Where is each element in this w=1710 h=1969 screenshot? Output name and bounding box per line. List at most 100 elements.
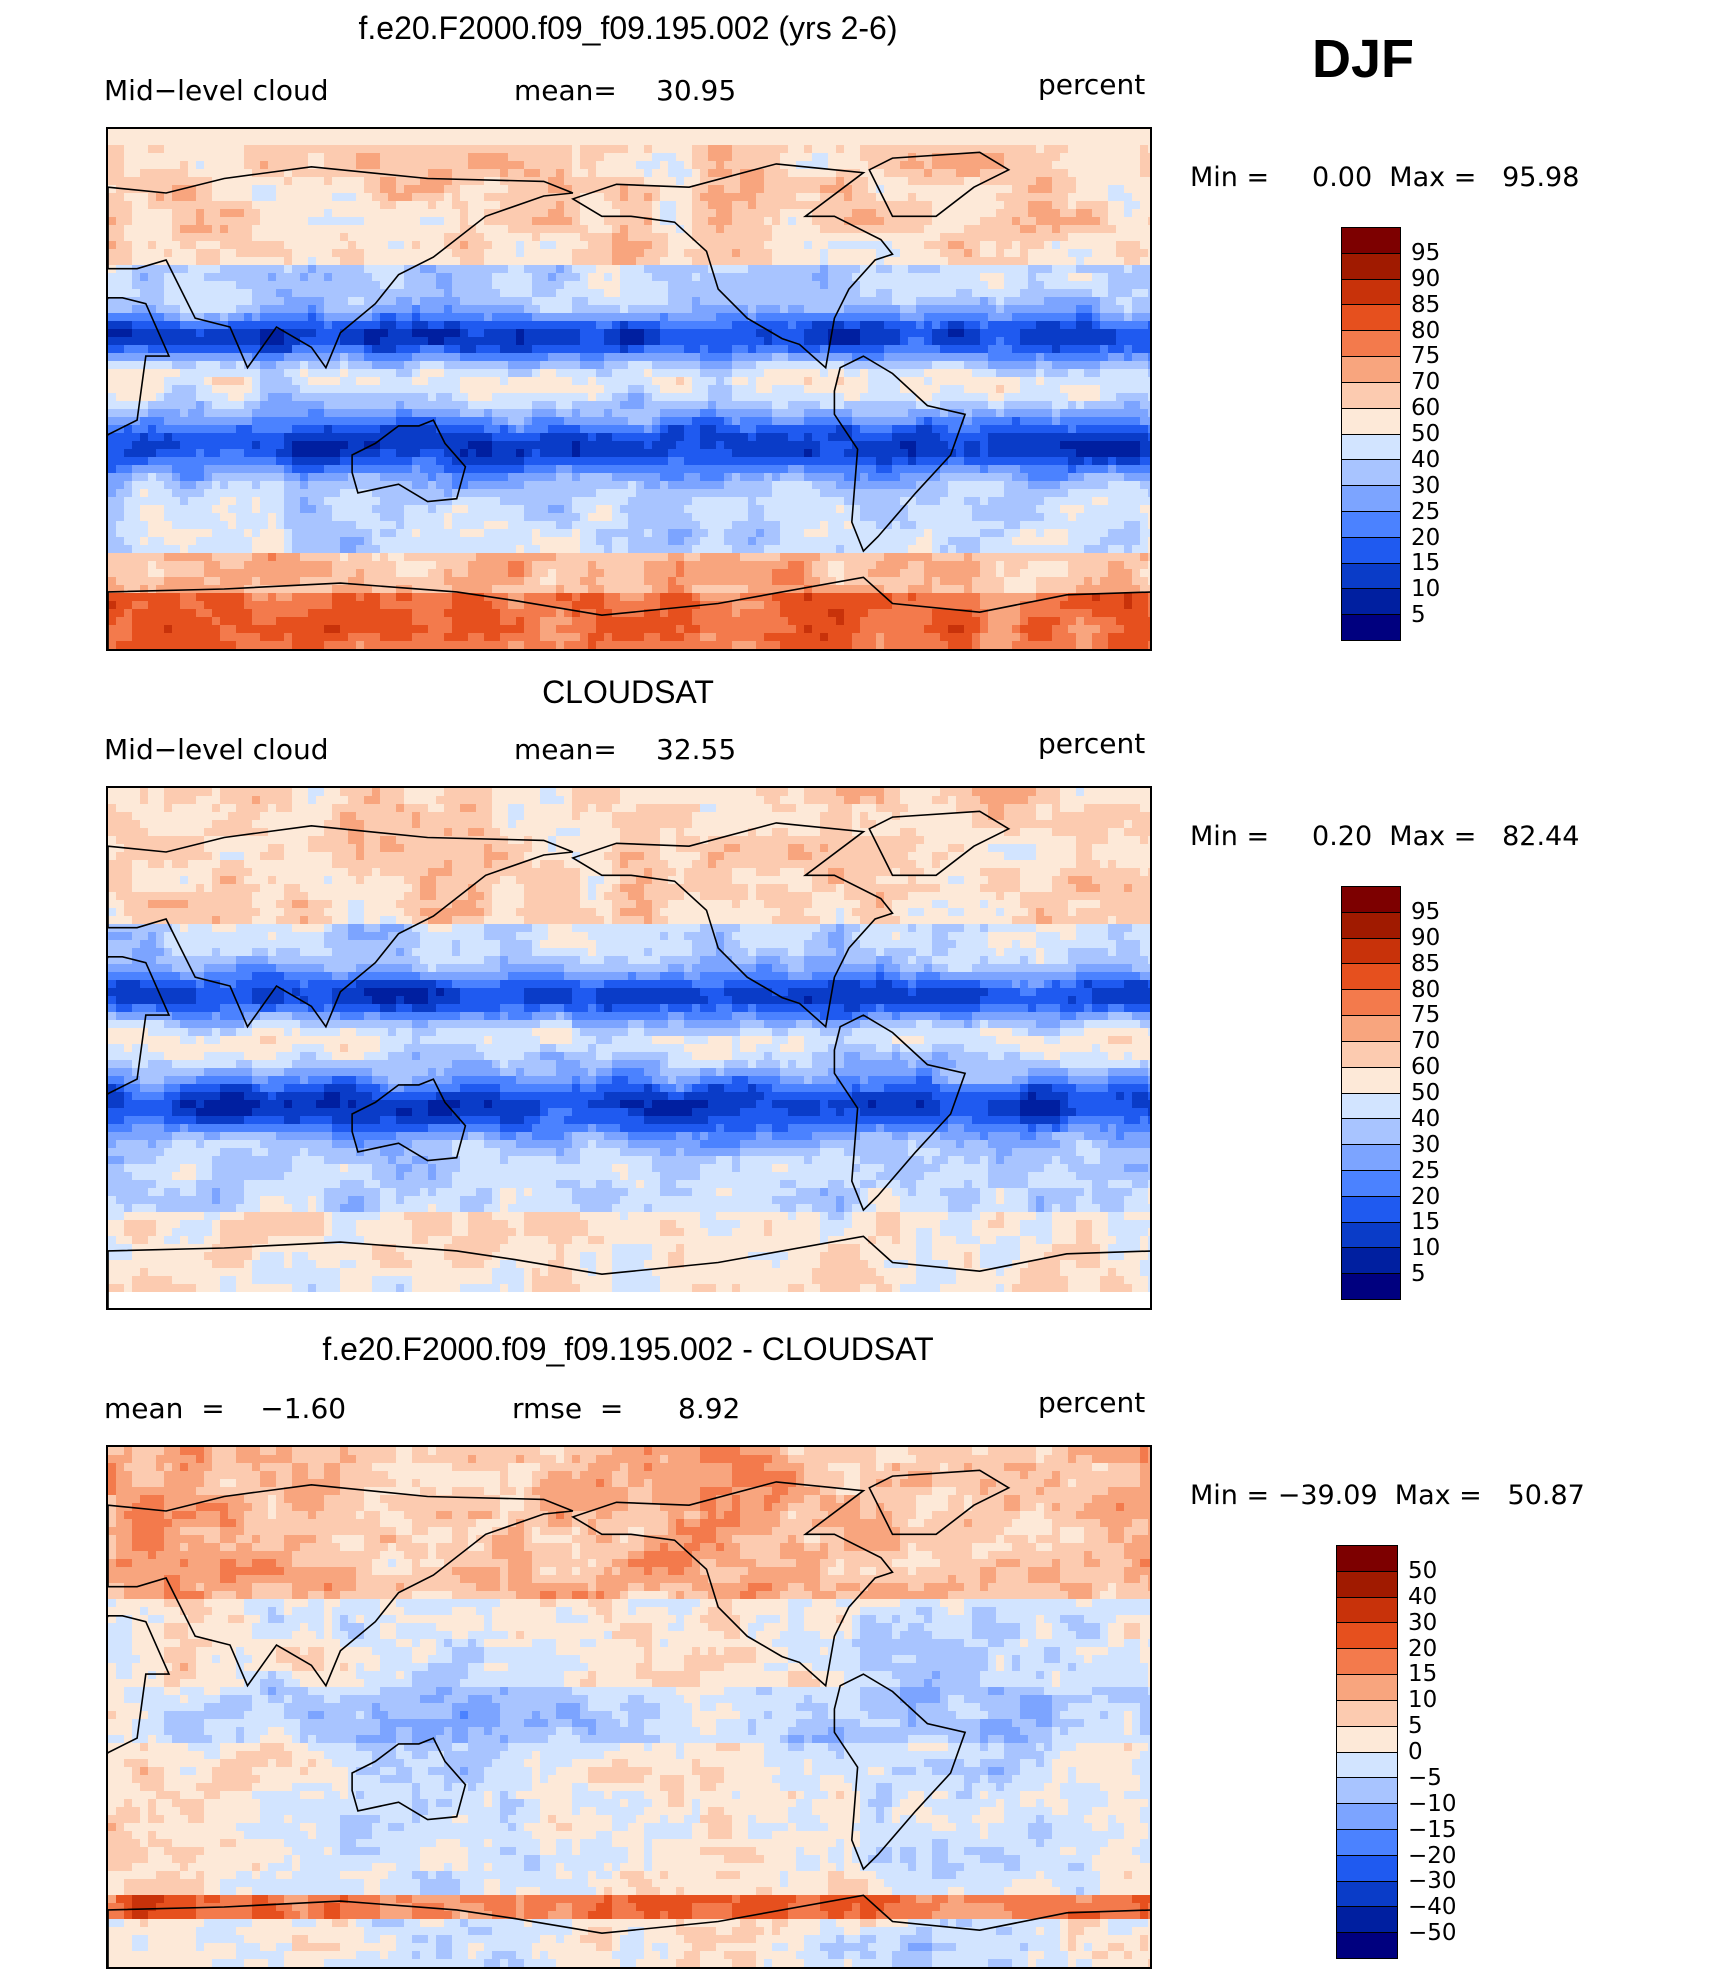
field-cell [124,281,133,290]
field-cell [1068,225,1077,234]
field-cell [236,137,245,146]
field-cell [756,305,765,314]
field-cell [260,225,269,234]
field-cell [212,337,221,346]
field-cell [1100,337,1109,346]
field-cell [636,241,645,250]
field-cell [412,377,421,386]
field-cell [444,217,453,226]
field-cell [628,297,637,306]
field-cell [292,145,301,154]
field-cell [596,129,605,138]
field-cell [716,265,725,274]
field-cell [260,145,269,154]
field-cell [1076,129,1085,138]
field-cell [388,329,397,338]
field-cell [460,201,469,210]
field-cell [324,129,333,138]
field-cell [308,201,317,210]
field-cell [180,153,189,162]
field-cell [892,249,901,258]
field-cell [588,153,597,162]
field-cell [212,201,221,210]
field-cell [996,305,1005,314]
field-cell [876,257,885,266]
field-cell [748,329,757,338]
field-cell [1132,353,1141,362]
field-cell [236,321,245,330]
field-cell [356,289,365,298]
field-cell [1140,385,1149,394]
field-cell [628,233,637,242]
field-cell [556,217,565,226]
field-cell [1076,153,1085,162]
field-cell [1012,345,1021,354]
field-cell [924,369,933,378]
field-cell [620,241,629,250]
field-cell [772,313,781,322]
field-cell [836,129,845,138]
field-cell [516,385,525,394]
field-cell [324,265,333,274]
field-cell [540,273,549,282]
field-cell [428,145,437,154]
field-cell [988,353,997,362]
field-cell [108,393,117,402]
field-cell [1036,209,1045,218]
field-cell [372,409,381,418]
field-cell [996,281,1005,290]
field-cell [412,385,421,394]
field-cell [708,137,717,146]
field-cell [228,185,237,194]
field-cell [364,249,373,258]
field-cell [1036,273,1045,282]
field-cell [964,241,973,250]
field-cell [180,217,189,226]
field-cell [660,201,669,210]
field-cell [420,249,429,258]
field-cell [148,289,157,298]
field-cell [268,225,277,234]
field-cell [476,345,485,354]
field-cell [628,145,637,154]
field-cell [1044,209,1053,218]
field-cell [668,201,677,210]
field-cell [1148,385,1150,394]
field-cell [492,305,501,314]
field-cell [1084,265,1093,274]
field-cell [532,241,541,250]
field-cell [772,209,781,218]
field-cell [524,161,533,170]
field-cell [1060,289,1069,298]
field-cell [652,377,661,386]
field-cell [724,161,733,170]
field-cell [972,369,981,378]
field-cell [556,385,565,394]
field-cell [284,281,293,290]
field-cell [164,425,173,434]
field-cell [996,385,1005,394]
field-cell [724,409,733,418]
field-cell [1044,417,1053,426]
field-cell [628,185,637,194]
field-cell [1012,177,1021,186]
field-cell [756,161,765,170]
field-cell [1116,281,1125,290]
field-cell [124,313,133,322]
field-cell [348,233,357,242]
field-cell [316,417,325,426]
field-cell [1020,345,1029,354]
field-cell [516,185,525,194]
field-cell [1020,209,1029,218]
field-cell [620,161,629,170]
field-cell [708,409,717,418]
field-cell [292,153,301,162]
field-cell [732,369,741,378]
field-cell [652,297,661,306]
field-cell [532,321,541,330]
field-cell [124,353,133,362]
field-cell [428,209,437,218]
field-cell [876,161,885,170]
field-cell [148,393,157,402]
field-cell [1132,169,1141,178]
